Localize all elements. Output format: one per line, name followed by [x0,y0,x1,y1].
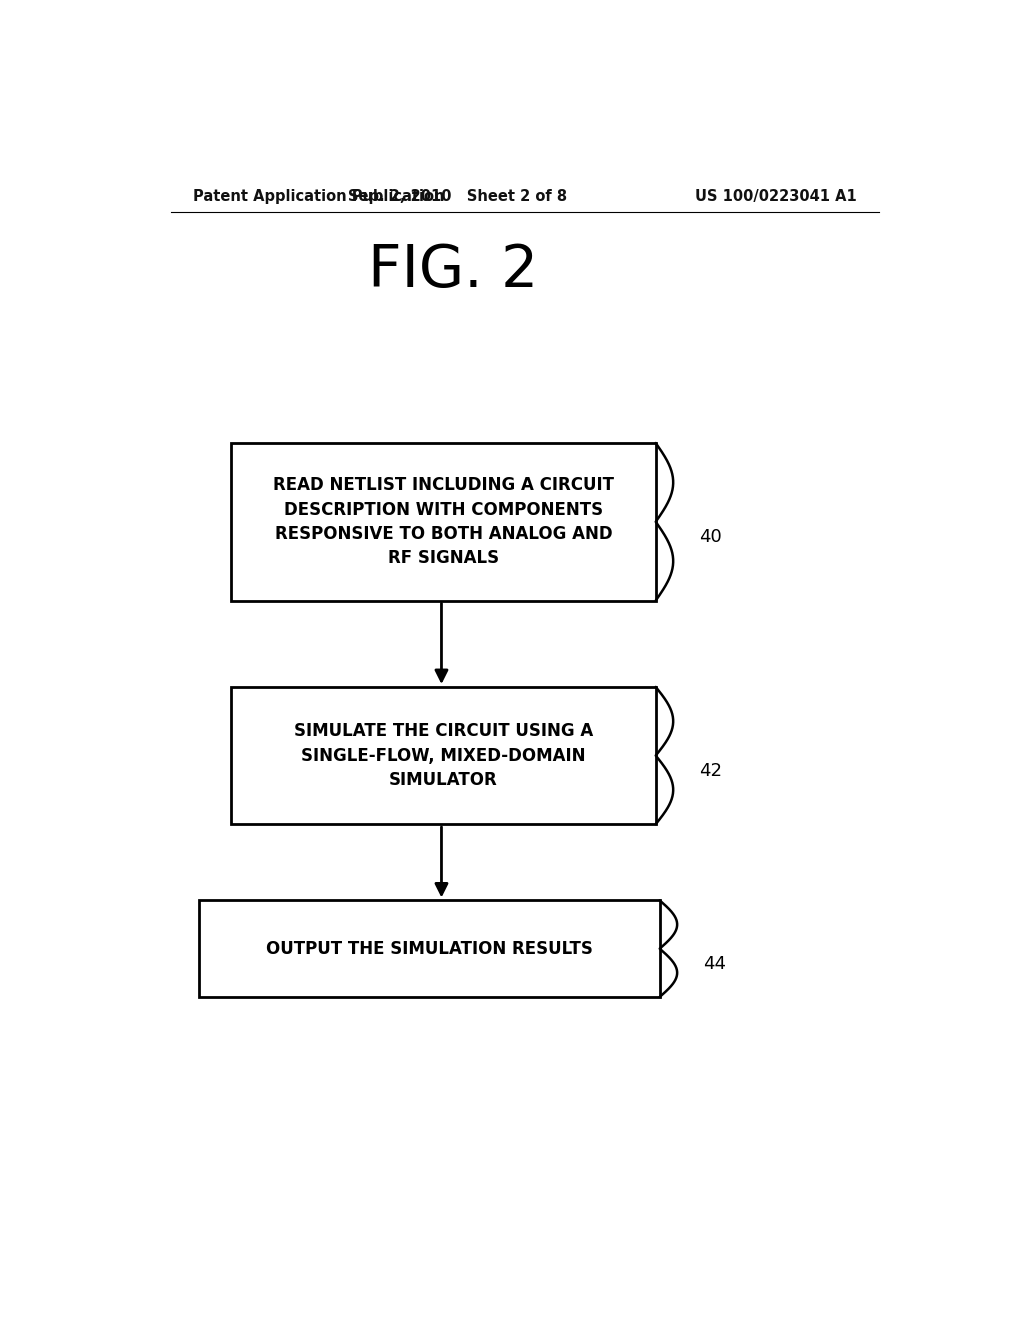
Text: READ NETLIST INCLUDING A CIRCUIT
DESCRIPTION WITH COMPONENTS
RESPONSIVE TO BOTH : READ NETLIST INCLUDING A CIRCUIT DESCRIP… [273,477,614,568]
Text: OUTPUT THE SIMULATION RESULTS: OUTPUT THE SIMULATION RESULTS [266,940,593,957]
Text: Patent Application Publication: Patent Application Publication [194,189,444,203]
Text: 42: 42 [698,762,722,780]
Text: 40: 40 [698,528,721,546]
Bar [231,686,655,824]
Text: US 100/0223041 A1: US 100/0223041 A1 [694,189,856,203]
Text: 44: 44 [702,954,726,973]
Bar [231,444,655,601]
Text: SIMULATE THE CIRCUIT USING A
SINGLE-FLOW, MIXED-DOMAIN
SIMULATOR: SIMULATE THE CIRCUIT USING A SINGLE-FLOW… [294,722,593,789]
Bar [200,900,659,997]
Text: Sep. 2, 2010   Sheet 2 of 8: Sep. 2, 2010 Sheet 2 of 8 [348,189,567,203]
Text: FIG. 2: FIG. 2 [369,242,539,298]
